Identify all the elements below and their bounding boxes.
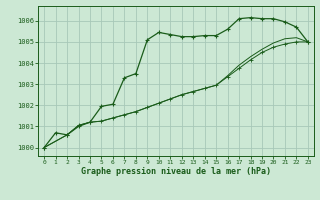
X-axis label: Graphe pression niveau de la mer (hPa): Graphe pression niveau de la mer (hPa) <box>81 167 271 176</box>
